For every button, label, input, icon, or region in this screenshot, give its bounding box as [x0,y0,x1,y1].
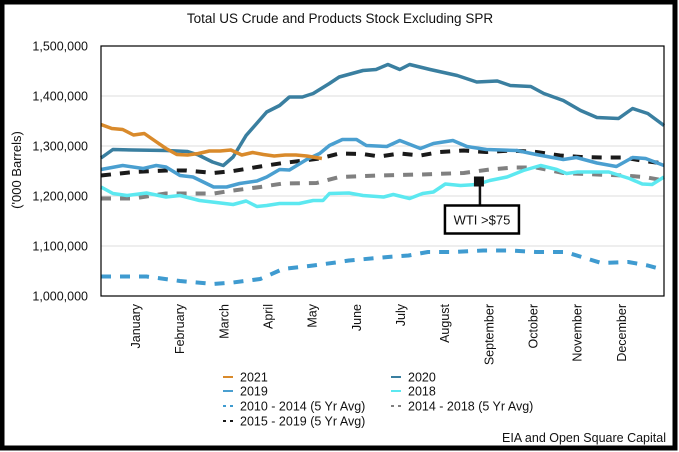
y-tick-label: 1,500,000 [32,40,88,54]
chart-title: Total US Crude and Products Stock Exclud… [187,11,493,26]
series-line-2020 [99,62,666,168]
y-tick-label: 1,400,000 [32,90,88,104]
legend-item: 2014 - 2018 (5 Yr Avg) [391,400,533,414]
legend-item: 2018 [391,385,436,399]
x-tick-label: September [482,304,496,365]
legend-label: 2019 [240,385,268,399]
annotation-callout: WTI >$75 [443,176,521,235]
x-tick-label: October [527,304,541,348]
y-tick-label: 1,300,000 [32,140,88,154]
series-line-2019 [100,137,665,189]
legend-label: 2018 [408,385,436,399]
y-tick-label: 1,100,000 [32,240,88,254]
x-tick-labels: January February March April May June July Augu… [129,303,629,365]
legend-label: 2020 [408,371,436,385]
legend-item: 2019 [223,385,268,399]
series-lines [99,62,666,286]
x-tick-label: June [350,304,364,331]
legend-item: 2021 [223,371,268,385]
legend-item: 2010 - 2014 (5 Yr Avg) [223,400,365,414]
legend-label: 2015 - 2019 (5 Yr Avg) [240,415,365,429]
legend-label: 2014 - 2018 (5 Yr Avg) [408,400,533,414]
series-line-2014-2018-5-yr-avg [101,165,665,201]
x-tick-label: July [394,303,408,326]
plot-area-frame [100,45,665,297]
x-tick-label: December [615,304,629,362]
x-tick-label: January [129,303,143,348]
x-tick-label: November [571,304,585,362]
x-tick-label: April [261,304,275,329]
y-tick-label: 1,000,000 [32,290,88,304]
annotation-box [443,204,521,235]
annotation-marker [473,176,484,187]
legend-item: 2015 - 2019 (5 Yr Avg) [223,415,365,429]
x-tick-label: August [438,303,452,342]
y-tick-labels: 1,000,000 1,100,000 1,200,000 1,300,000 1,40… [32,40,88,304]
series-line-2018 [100,163,665,209]
source-text: EIA and Open Square Capital [502,431,666,445]
y-tick-label: 1,200,000 [32,190,88,204]
annotation-text: WTI >$75 [454,213,511,228]
legend-label: 2010 - 2014 (5 Yr Avg) [240,400,365,414]
legend-item: 2020 [391,371,436,385]
legend-label: 2021 [240,371,268,385]
series-line-2010-2014-5-yr-avg [101,248,665,286]
y-axis-label: ('000 Barrels) [9,131,24,209]
x-tick-label: February [173,303,187,354]
x-tick-label: May [306,303,320,327]
series-line-2021 [100,122,323,161]
x-tick-label: March [217,304,231,339]
